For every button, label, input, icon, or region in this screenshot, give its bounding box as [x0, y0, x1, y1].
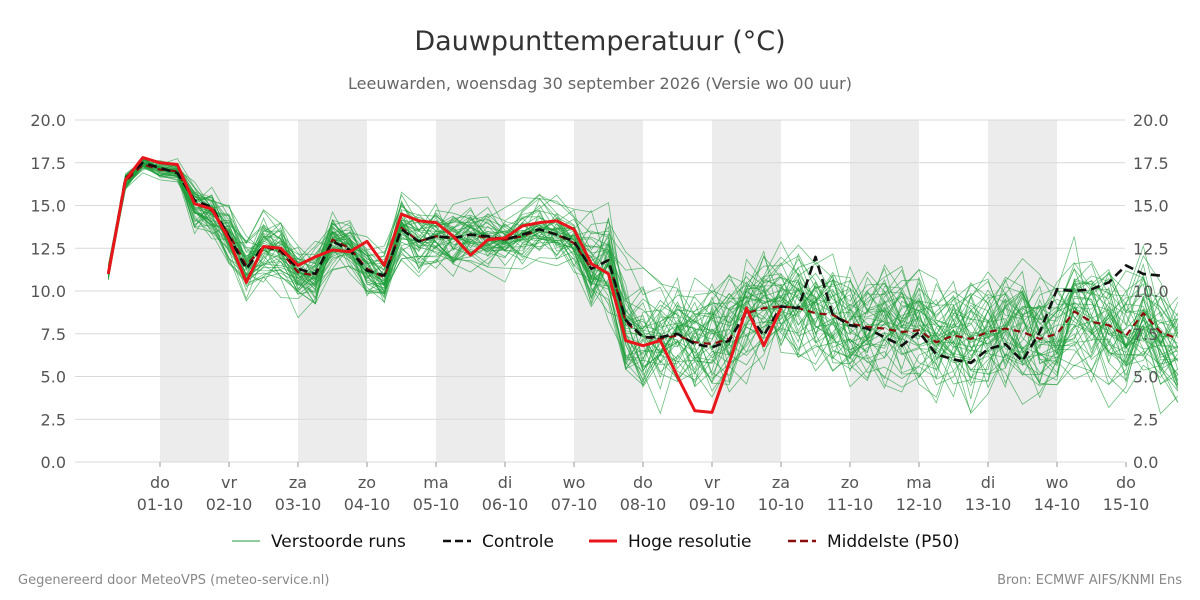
legend-label: Middelste (P50)	[827, 532, 960, 552]
x-tick-weekday: zo	[358, 473, 376, 492]
x-tick-date: 07-10	[551, 495, 598, 514]
x-tick-date: 11-10	[827, 495, 874, 514]
x-tick-weekday: za	[289, 473, 307, 492]
chart-subtitle: Leeuwarden, woensdag 30 september 2026 (…	[348, 74, 852, 93]
footer-right: Bron: ECMWF AIFS/KNMI Ens	[997, 573, 1182, 588]
x-tick-date: 14-10	[1034, 495, 1081, 514]
x-tick-date: 06-10	[482, 495, 529, 514]
ensemble-member-line	[107, 158, 1179, 378]
x-tick-date: 01-10	[137, 495, 184, 514]
ensemble-member-line	[107, 158, 1178, 386]
x-tick-date: 08-10	[620, 495, 667, 514]
series-line-hoge-resolutie	[106, 156, 783, 414]
y-tick-label: 17.5	[30, 154, 66, 173]
y-tick-label: 7.5	[41, 325, 66, 344]
y-tick-label: 10.0	[30, 282, 66, 301]
y-tick-label: 20.0	[1133, 111, 1169, 130]
x-tick-weekday: ma	[906, 473, 931, 492]
y-tick-label: 0.0	[41, 453, 66, 472]
x-tick-date: 15-10	[1103, 495, 1150, 514]
x-tick-date: 04-10	[344, 495, 391, 514]
legend-label: Controle	[482, 532, 554, 552]
x-tick-date: 05-10	[413, 495, 460, 514]
x-tick-weekday: zo	[841, 473, 859, 492]
x-tick-date: 13-10	[965, 495, 1012, 514]
y-tick-label: 5.0	[1133, 368, 1158, 387]
x-tick-weekday: do	[633, 473, 653, 492]
chart-title: Dauwpunttemperatuur (°C)	[414, 26, 785, 57]
y-tick-label: 15.0	[1133, 197, 1169, 216]
legend-label: Verstoorde runs	[271, 532, 406, 552]
x-tick-weekday: do	[1116, 473, 1136, 492]
ensemble-member-line	[107, 157, 1179, 398]
footer-left: Gegenereerd door MeteoVPS (meteo-service…	[18, 573, 329, 588]
x-tick-weekday: do	[150, 473, 170, 492]
x-tick-date: 03-10	[275, 495, 322, 514]
x-tick-date: 10-10	[758, 495, 805, 514]
ensemble-member-line	[107, 161, 1179, 385]
legend-label: Hoge resolutie	[628, 532, 752, 552]
x-tick-weekday: vr	[704, 473, 720, 492]
ensemble-member-line	[107, 165, 1179, 393]
y-tick-label: 15.0	[30, 197, 66, 216]
y-tick-label: 5.0	[41, 368, 66, 387]
ensemble-member-line	[107, 166, 1179, 415]
x-tick-weekday: vr	[221, 473, 237, 492]
main-series	[106, 156, 1179, 414]
legend: Verstoorde runs Controle Hoge resolutie Mid…	[232, 532, 960, 552]
y-tick-label: 2.5	[41, 410, 66, 429]
ensemble-member-line	[107, 164, 1179, 390]
y-tick-label: 10.0	[1133, 282, 1169, 301]
x-tick-weekday: ma	[423, 473, 448, 492]
x-tick-weekday: di	[981, 473, 996, 492]
x-tick-date: 02-10	[206, 495, 253, 514]
ensemble-member-line	[107, 162, 1179, 399]
ensemble-member-line	[107, 162, 1179, 403]
ensemble-member-line	[107, 159, 1179, 399]
x-axis: do 01-10 vr 02-10 za 03-10 zo 04-10 ma 05-10 di 06-…	[137, 462, 1150, 514]
y-tick-label: 12.5	[1133, 239, 1169, 258]
x-tick-weekday: za	[772, 473, 790, 492]
ensemble-member-line	[107, 159, 1178, 372]
y-tick-label: 0.0	[1133, 453, 1158, 472]
y-tick-label: 20.0	[30, 111, 66, 130]
x-tick-weekday: di	[498, 473, 513, 492]
ensemble-member-line	[107, 164, 1179, 389]
ensemble-member-line	[107, 160, 1179, 384]
x-tick-weekday: wo	[563, 473, 586, 492]
ensemble-member-line	[107, 160, 1179, 403]
x-tick-date: 12-10	[896, 495, 943, 514]
x-tick-weekday: wo	[1046, 473, 1069, 492]
y-tick-label: 7.5	[1133, 325, 1158, 344]
y-tick-label: 12.5	[30, 239, 66, 258]
y-axis-left: 0.0 2.5 5.0 7.5 10.0 12.5 15.0 17.5 20.0	[30, 111, 66, 472]
y-tick-label: 17.5	[1133, 154, 1169, 173]
y-tick-label: 2.5	[1133, 410, 1158, 429]
y-axis-right: 0.0 2.5 5.0 7.5 10.0 12.5 15.0 17.5 20.0	[1133, 111, 1169, 472]
x-tick-date: 09-10	[689, 495, 736, 514]
